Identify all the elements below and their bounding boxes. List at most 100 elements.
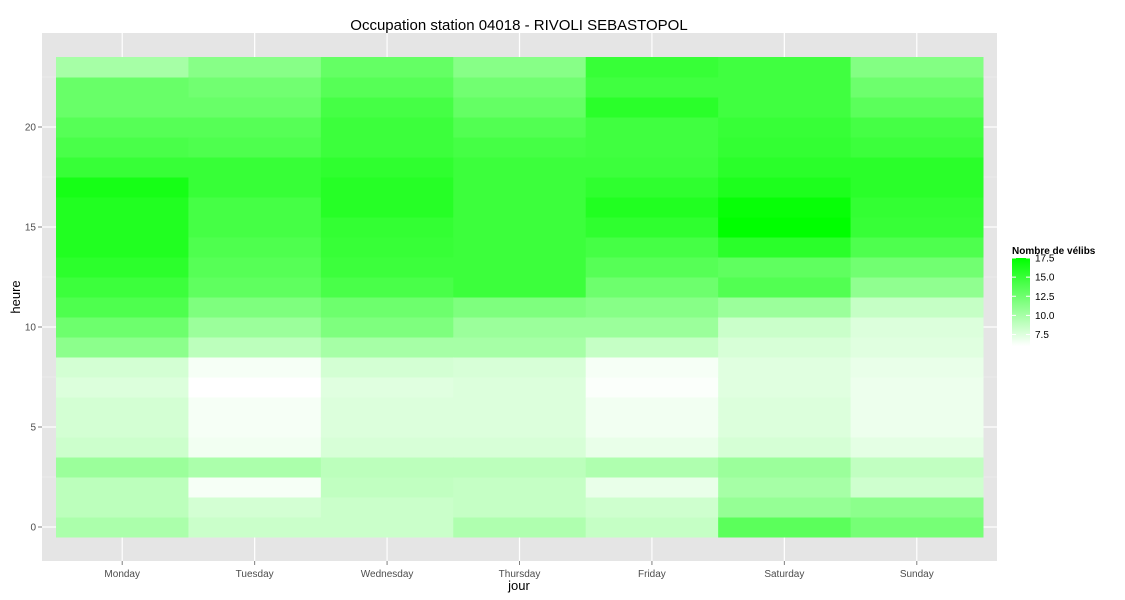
heatmap-tile: [585, 397, 719, 418]
heatmap-tile: [188, 117, 322, 138]
heatmap-tile: [188, 357, 322, 378]
heatmap-tile: [56, 217, 189, 238]
legend-break-label: 12.5: [1035, 292, 1055, 303]
x-tick-label: Friday: [638, 569, 666, 580]
heatmap-tile: [56, 157, 189, 178]
heatmap-tile: [320, 217, 454, 238]
heatmap-tile: [320, 317, 454, 338]
heatmap-tile: [56, 97, 189, 118]
heatmap-tile: [188, 77, 322, 98]
heatmap-tile: [453, 377, 587, 398]
heatmap-tile: [188, 137, 322, 158]
heatmap-tile: [585, 497, 719, 518]
heatmap-tile: [56, 257, 189, 278]
heatmap-tile: [718, 497, 852, 518]
heatmap-tile: [850, 297, 984, 318]
legend-title: Nombre de vélibs: [1012, 246, 1096, 257]
heatmap-tile: [320, 517, 454, 538]
heatmap-tile: [188, 257, 322, 278]
heatmap-tile: [453, 497, 587, 518]
heatmap-tile: [453, 457, 587, 478]
heatmap-tile: [453, 437, 587, 458]
heatmap-tile: [718, 177, 852, 198]
heatmap-tile: [320, 117, 454, 138]
heatmap-tile: [188, 317, 322, 338]
heatmap-tile: [188, 297, 322, 318]
x-axis: Monday Tuesday Wednesday Thursday Friday Satu…: [104, 561, 934, 580]
heatmap-tile: [850, 77, 984, 98]
heatmap-tile: [320, 157, 454, 178]
heatmap-tile: [453, 317, 587, 338]
heatmap-tile: [453, 397, 587, 418]
heatmap-tile: [188, 217, 322, 238]
chart-title: Occupation station 04018 - RIVOLI SEBAST…: [350, 17, 687, 34]
heatmap-tile: [718, 57, 852, 78]
heatmap-tile: [453, 57, 587, 78]
heatmap-tile: [585, 437, 719, 458]
heatmap-tile: [585, 317, 719, 338]
heatmap-tile: [718, 257, 852, 278]
heatmap-tile: [56, 377, 189, 398]
heatmap-tile: [453, 117, 587, 138]
heatmap-tile: [585, 177, 719, 198]
heatmap-tile: [718, 517, 852, 538]
heatmap-tile: [850, 97, 984, 118]
x-tick-label: Thursday: [499, 569, 541, 580]
heatmap-tile: [320, 357, 454, 378]
heatmap-tile: [718, 397, 852, 418]
y-tick-label: 15: [25, 223, 37, 234]
heatmap-tile: [850, 377, 984, 398]
heatmap-tile: [453, 277, 587, 298]
heatmap-tile: [718, 297, 852, 318]
heatmap-tile: [585, 57, 719, 78]
heatmap-tile: [56, 497, 189, 518]
heatmap-tile: [850, 357, 984, 378]
heatmap-tile: [453, 297, 587, 318]
heatmap-tile: [453, 197, 587, 218]
heatmap-tile: [585, 117, 719, 138]
heatmap-tile: [56, 277, 189, 298]
heatmap-tile: [56, 57, 189, 78]
heatmap-tile: [850, 497, 984, 518]
heatmap-tile: [453, 157, 587, 178]
heatmap-tile: [850, 57, 984, 78]
heatmap-tile: [56, 457, 189, 478]
heatmap-tile: [188, 57, 322, 78]
heatmap-tile: [585, 277, 719, 298]
heatmap-tile: [56, 417, 189, 438]
legend: Nombre de vélibs 17.5 15.0 12.5 10.0 7.5: [1012, 246, 1096, 346]
heatmap-tile: [850, 137, 984, 158]
heatmap-tile: [56, 77, 189, 98]
heatmap-tile: [453, 77, 587, 98]
heatmap-tile: [320, 437, 454, 458]
heatmap-tile: [718, 97, 852, 118]
heatmap-tile: [320, 197, 454, 218]
heatmap-tile: [56, 317, 189, 338]
heatmap-tile: [585, 137, 719, 158]
heatmap-tile: [850, 337, 984, 358]
heatmap-tile: [453, 337, 587, 358]
heatmap-tile: [320, 497, 454, 518]
heatmap-tile: [850, 437, 984, 458]
y-tick-label: 0: [30, 523, 36, 534]
heatmap-tile: [320, 57, 454, 78]
heatmap-tile: [850, 157, 984, 178]
heatmap-tile: [188, 457, 322, 478]
heatmap-tile: [850, 477, 984, 498]
y-tick-label: 5: [30, 423, 36, 434]
heatmap-tile: [453, 477, 587, 498]
heatmap-tile: [188, 477, 322, 498]
heatmap-tile: [453, 257, 587, 278]
heatmap-tile: [320, 177, 454, 198]
heatmap-tile: [585, 297, 719, 318]
heatmap-tile: [453, 517, 587, 538]
heatmap-tile: [320, 377, 454, 398]
heatmap-tile: [718, 217, 852, 238]
heatmap-tile: [320, 137, 454, 158]
heatmap-tile: [56, 517, 189, 538]
heatmap-tile: [188, 177, 322, 198]
heatmap-tile: [585, 517, 719, 538]
heatmap-tile: [320, 337, 454, 358]
heatmap-tile: [56, 177, 189, 198]
